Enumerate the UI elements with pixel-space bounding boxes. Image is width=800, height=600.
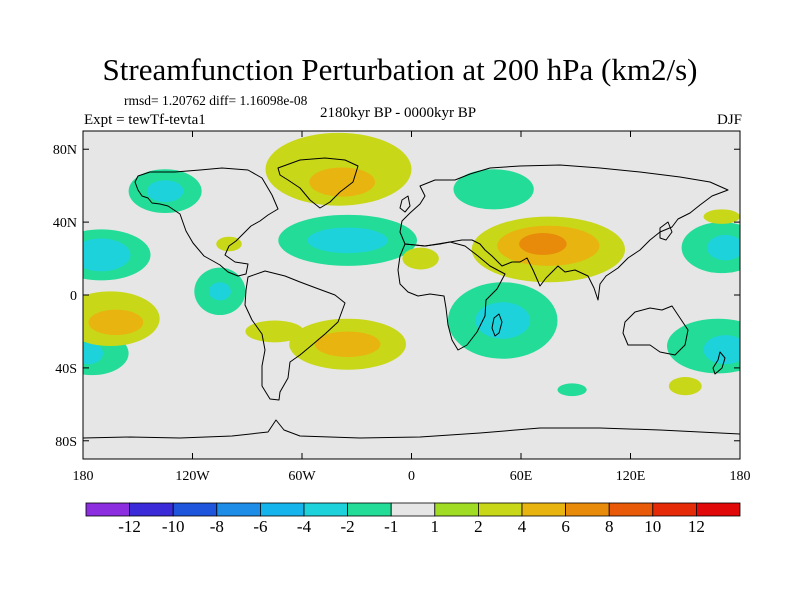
axes: 180 120W 60W 0 60E 120E 180 80N 40N 0 40S 80S xyxy=(53,131,751,484)
anomaly-region-1 xyxy=(146,180,184,203)
season-label: DJF xyxy=(716,112,742,128)
x-tick-label-0: 180 xyxy=(73,469,94,484)
colorbar-label-12: 10 xyxy=(644,517,661,536)
coast-south-america xyxy=(244,270,346,401)
y-tick-label-2: 0 xyxy=(70,289,77,304)
y-tick-label-3: 40S xyxy=(55,362,77,377)
colorbar-swatch-2 xyxy=(172,502,218,517)
colorbar-swatch-0 xyxy=(85,502,130,517)
coast-antarctica xyxy=(83,419,740,439)
y-tick-label-1: 40N xyxy=(53,216,77,231)
coast-eurasia xyxy=(399,164,729,301)
x-tick-label-5: 120E xyxy=(616,469,646,484)
coast-africa xyxy=(397,241,506,351)
coast-north-america xyxy=(134,167,279,277)
colorbar-label-9: 4 xyxy=(518,517,527,536)
anomaly-region-7 xyxy=(307,227,388,254)
anomaly-region-16 xyxy=(453,169,534,210)
anomaly-region-19 xyxy=(309,167,375,197)
x-tick-label-2: 60W xyxy=(288,469,316,484)
colorbar-swatch-9 xyxy=(477,502,523,517)
anomaly-region-25 xyxy=(88,309,144,336)
coast-greenland xyxy=(277,157,359,209)
colorbar-swatch-8 xyxy=(434,502,479,517)
anomaly-region-23 xyxy=(402,247,439,270)
colorbar-swatch-11 xyxy=(565,502,610,517)
colorbar-swatch-7 xyxy=(390,502,436,517)
colorbar-label-2: -8 xyxy=(210,517,224,536)
colorbar-swatch-10 xyxy=(521,502,566,517)
x-tick-label-6: 180 xyxy=(730,469,751,484)
colorbar-swatch-13 xyxy=(652,502,697,517)
anomaly-region-32 xyxy=(557,383,587,397)
experiment-label: Expt = tewTf-tevta1 xyxy=(84,112,206,128)
x-tick-label-1: 120W xyxy=(175,469,210,484)
anomaly-region-3 xyxy=(83,238,131,272)
anomaly-region-17 xyxy=(458,378,485,394)
coast-australia xyxy=(622,305,689,356)
y-tick-label-4: 80S xyxy=(55,435,77,450)
coastlines xyxy=(83,157,740,439)
anomaly-region-13 xyxy=(83,342,104,365)
colorbar-swatch-5 xyxy=(303,502,348,517)
anomaly-region-22 xyxy=(519,233,567,255)
colorbar-label-6: -1 xyxy=(384,517,398,536)
anomaly-region-9 xyxy=(475,302,531,339)
colorbar-swatch-1 xyxy=(129,502,174,517)
colorbar-swatch-3 xyxy=(216,502,261,517)
y-tick-label-0: 80N xyxy=(53,143,77,158)
colorbar-swatch-6 xyxy=(347,502,392,517)
colorbar-swatch-14 xyxy=(696,502,741,517)
colorbar-label-13: 12 xyxy=(688,517,705,536)
anomaly-layer xyxy=(83,132,740,397)
colorbar-label-0: -12 xyxy=(118,517,141,536)
anomaly-region-28 xyxy=(245,320,304,343)
colorbar-label-8: 2 xyxy=(474,517,483,536)
anomaly-region-29 xyxy=(216,236,242,252)
anomaly-region-5 xyxy=(208,282,231,301)
anomaly-region-15 xyxy=(703,335,740,365)
colorbar: -12 -10 -8 -6 -4 -2 -1 1 2 4 6 8 10 12 xyxy=(85,502,741,536)
chart-title: Streamfunction Perturbation at 200 hPa (… xyxy=(102,52,698,87)
coast-uk xyxy=(399,195,411,213)
x-tick-label-4: 60E xyxy=(510,469,533,484)
anomaly-region-11 xyxy=(707,234,740,261)
anomaly-region-27 xyxy=(314,331,381,357)
coast-japan xyxy=(659,221,673,241)
anomaly-region-30 xyxy=(703,209,740,224)
colorbar-label-7: 1 xyxy=(431,517,440,536)
anomaly-region-31 xyxy=(668,377,702,396)
colorbar-label-1: -10 xyxy=(162,517,185,536)
colorbar-label-10: 6 xyxy=(561,517,570,536)
colorbar-swatch-12 xyxy=(608,502,654,517)
colorbar-label-4: -4 xyxy=(297,517,312,536)
x-tick-label-3: 0 xyxy=(408,469,415,484)
colorbar-label-11: 8 xyxy=(605,517,614,536)
period-label: 2180kyr BP - 0000kyr BP xyxy=(320,105,477,121)
colorbar-label-5: -2 xyxy=(341,517,355,536)
coast-new-zealand xyxy=(712,351,726,375)
colorbar-label-3: -6 xyxy=(253,517,267,536)
coast-madagascar xyxy=(491,313,503,337)
colorbar-swatch-4 xyxy=(259,502,305,517)
stats-line: rmsd= 1.20762 diff= 1.16098e-08 xyxy=(124,93,308,108)
